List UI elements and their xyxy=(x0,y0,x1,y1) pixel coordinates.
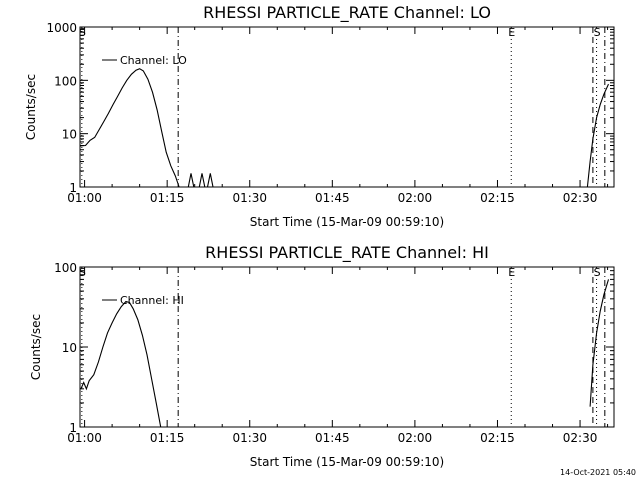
legend-label: Channel: LO xyxy=(120,54,187,67)
x-tick-label: 01:45 xyxy=(315,191,350,205)
timestamp-footer: 14-Oct-2021 05:40 xyxy=(560,468,636,477)
y-tick-label: 10 xyxy=(62,128,77,142)
y-tick-label: 1000 xyxy=(46,21,77,35)
event-marker-label: E xyxy=(508,26,515,39)
x-tick-label: 02:00 xyxy=(398,191,433,205)
event-marker-label: E xyxy=(508,266,515,279)
x-tick-label: 01:15 xyxy=(150,431,185,445)
event-marker-label: S xyxy=(79,266,86,279)
y-tick-label: 1 xyxy=(69,181,77,195)
series-line xyxy=(206,173,214,188)
y-tick-label: 100 xyxy=(54,261,77,275)
plot-frame xyxy=(79,26,615,188)
event-marker-label: S xyxy=(594,266,601,279)
series-line xyxy=(589,279,610,407)
chart-title: RHESSI PARTICLE_RATE Channel: LO xyxy=(203,3,491,23)
x-tick-label: 02:30 xyxy=(563,431,598,445)
panel-lo: RHESSI PARTICLE_RATE Channel: LO Counts/… xyxy=(24,3,615,229)
x-tick-label: 01:45 xyxy=(315,431,350,445)
x-tick-label: 01:15 xyxy=(150,191,185,205)
y-axis-label: Counts/sec xyxy=(24,74,38,140)
series-line xyxy=(79,68,180,188)
x-tick-label: 01:00 xyxy=(67,191,102,205)
x-tick-label: 01:00 xyxy=(67,431,102,445)
x-axis-label: Start Time (15-Mar-09 00:59:10) xyxy=(250,215,444,229)
x-axis-label: Start Time (15-Mar-09 00:59:10) xyxy=(250,455,444,469)
y-tick-label: 10 xyxy=(62,341,77,355)
x-tick-label: 02:15 xyxy=(480,191,515,205)
panel-hi: RHESSI PARTICLE_RATE Channel: HI Counts/… xyxy=(29,243,615,469)
x-tick-label: 02:30 xyxy=(563,191,598,205)
x-tick-label: 01:30 xyxy=(232,431,267,445)
series-line xyxy=(586,83,610,188)
legend-label: Channel: HI xyxy=(120,294,184,307)
event-marker-label: S xyxy=(594,26,601,39)
series-line xyxy=(198,173,206,188)
chart-title: RHESSI PARTICLE_RATE Channel: HI xyxy=(205,243,489,263)
y-tick-label: 1 xyxy=(69,421,77,435)
x-tick-label: 01:30 xyxy=(232,191,267,205)
x-tick-label: 02:15 xyxy=(480,431,515,445)
series-line xyxy=(80,300,162,428)
event-marker-label: S xyxy=(79,26,86,39)
series-line xyxy=(187,173,195,188)
y-axis-label: Counts/sec xyxy=(29,314,43,380)
x-tick-label: 02:00 xyxy=(398,431,433,445)
y-tick-label: 100 xyxy=(54,74,77,88)
plot-frame xyxy=(79,266,615,428)
